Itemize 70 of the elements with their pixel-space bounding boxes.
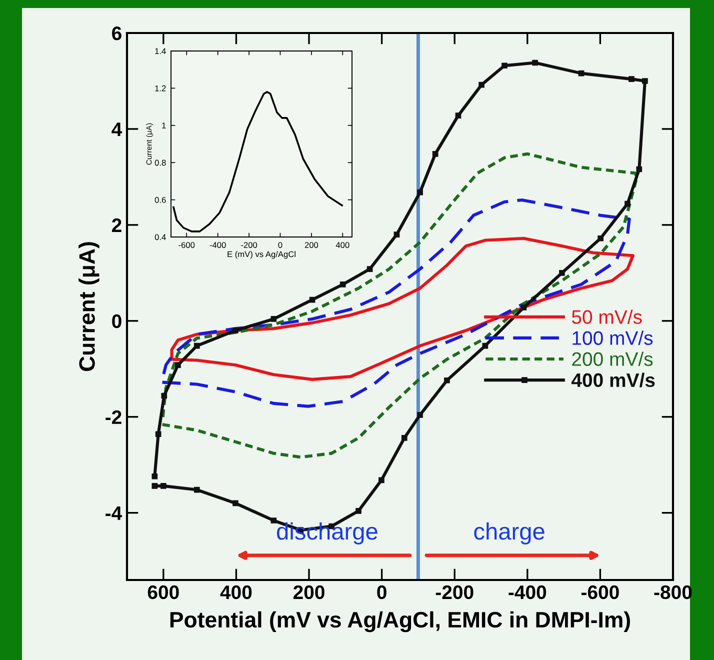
y-tick-label: 4 [112, 122, 122, 136]
x-tick-label: -600 [178, 242, 195, 248]
point [175, 362, 181, 368]
point [532, 60, 538, 66]
annotation: charge [474, 522, 544, 544]
y-tick-label: 0 [112, 314, 122, 328]
x-axis-title: E (mV) vs Ag/AgCl [228, 251, 296, 259]
point [152, 483, 158, 489]
point [578, 70, 584, 76]
y-tick-label: 0.6 [154, 197, 166, 203]
legend-label: 100 mV/s [572, 330, 653, 345]
y-tick-label: 2 [112, 218, 122, 232]
point [444, 377, 450, 384]
x-tick-label: 400 [336, 242, 350, 248]
point [340, 282, 346, 288]
y-tick-label: 0.4 [154, 234, 166, 240]
point [309, 296, 316, 303]
x-tick-label: -200 [436, 585, 474, 600]
point [194, 342, 200, 349]
point [598, 235, 604, 242]
legend-label: 50 mV/s [572, 310, 642, 324]
point [401, 435, 408, 441]
point [161, 392, 168, 399]
y-tick-label: 6 [112, 26, 122, 40]
x-tick-label: -400 [508, 585, 546, 600]
point [394, 232, 400, 238]
point [478, 82, 484, 88]
x-tick-label: -400 [210, 242, 226, 248]
y-axis-title: Current (μA) [78, 242, 100, 372]
point [559, 270, 565, 276]
point [520, 304, 527, 310]
point [417, 189, 423, 196]
point [417, 412, 423, 418]
legend-label: 400 mV/s [571, 372, 655, 388]
y-tick-label: 1.2 [155, 85, 166, 92]
point [642, 78, 648, 84]
point [232, 500, 238, 506]
point [232, 328, 238, 334]
point [194, 486, 200, 493]
x-tick-label: 200 [304, 242, 318, 248]
point [624, 200, 630, 207]
x-tick-label: 0 [278, 242, 282, 248]
point [628, 76, 634, 82]
x-tick-label: 600 [148, 585, 179, 600]
x-tick-label: 400 [220, 585, 252, 600]
y-tick-label: 0.8 [154, 160, 166, 166]
point [366, 266, 373, 272]
point [378, 477, 384, 484]
x-tick-label: -600 [582, 585, 619, 600]
point [160, 483, 166, 489]
point [270, 316, 277, 322]
point [502, 62, 508, 69]
y-tick-label: 1.4 [155, 48, 166, 54]
point [432, 151, 438, 157]
point [155, 431, 162, 438]
point [455, 112, 462, 118]
point [636, 166, 642, 172]
y-tick-label: -4 [106, 506, 122, 520]
point [152, 473, 158, 480]
x-tick-label: -200 [241, 242, 258, 248]
point [270, 518, 277, 524]
y-tick-label: -2 [106, 410, 122, 424]
point [356, 508, 362, 514]
x-axis-title: Potential (mV vs Ag/AgCl, EMIC in DMPI-Im) [170, 611, 630, 632]
x-tick-label: 200 [293, 585, 324, 600]
y-tick-label: 1 [162, 122, 166, 128]
x-tick-label: 0 [377, 585, 386, 600]
annotation: discharge [277, 522, 378, 544]
legend-label: 200 mV/s [572, 352, 653, 366]
point [482, 342, 488, 349]
